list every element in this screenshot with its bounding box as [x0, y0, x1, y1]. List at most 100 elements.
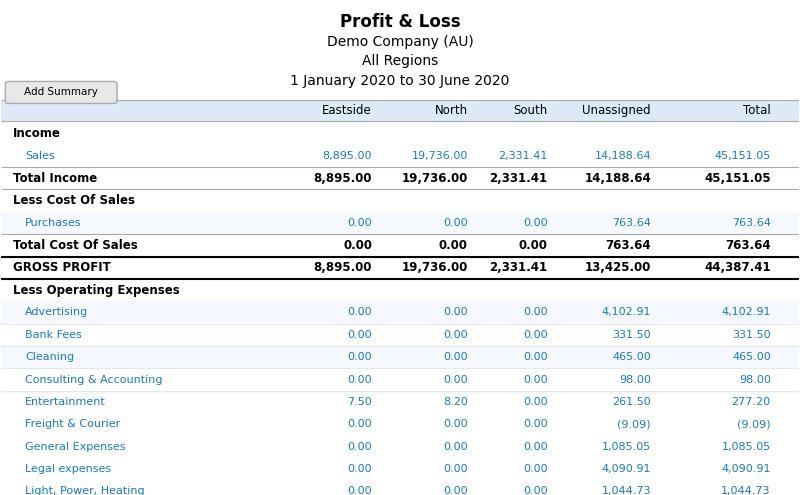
- Text: 0.00: 0.00: [523, 419, 547, 429]
- Text: Less Operating Expenses: Less Operating Expenses: [14, 284, 180, 297]
- Text: 14,188.64: 14,188.64: [584, 172, 651, 185]
- Text: North: North: [434, 104, 468, 117]
- Text: 0.00: 0.00: [523, 375, 547, 385]
- Text: Cleaning: Cleaning: [26, 352, 74, 362]
- Text: Total Cost Of Sales: Total Cost Of Sales: [14, 239, 138, 252]
- Bar: [2, 324, 798, 346]
- Text: 4,102.91: 4,102.91: [602, 307, 651, 317]
- Text: 1,085.05: 1,085.05: [602, 442, 651, 451]
- Text: 45,151.05: 45,151.05: [714, 151, 770, 161]
- Text: 0.00: 0.00: [347, 375, 372, 385]
- Text: 45,151.05: 45,151.05: [704, 172, 770, 185]
- Bar: [2, 458, 798, 480]
- Text: 0.00: 0.00: [443, 442, 468, 451]
- Text: 19,736.00: 19,736.00: [402, 261, 468, 274]
- Text: 0.00: 0.00: [443, 352, 468, 362]
- Text: 0.00: 0.00: [523, 487, 547, 495]
- Text: 261.50: 261.50: [612, 397, 651, 407]
- Text: 0.00: 0.00: [443, 487, 468, 495]
- Text: 13,425.00: 13,425.00: [585, 261, 651, 274]
- Text: (9.09): (9.09): [618, 419, 651, 429]
- Text: 0.00: 0.00: [343, 239, 372, 252]
- Text: 465.00: 465.00: [732, 352, 770, 362]
- Text: 4,090.91: 4,090.91: [722, 464, 770, 474]
- Text: 1,044.73: 1,044.73: [602, 487, 651, 495]
- Text: 0.00: 0.00: [347, 442, 372, 451]
- Text: 0.00: 0.00: [443, 307, 468, 317]
- Text: 277.20: 277.20: [731, 397, 770, 407]
- Text: (9.09): (9.09): [737, 419, 770, 429]
- Text: Entertainment: Entertainment: [26, 397, 106, 407]
- Text: 98.00: 98.00: [619, 375, 651, 385]
- Bar: [2, 301, 798, 324]
- Bar: [2, 436, 798, 458]
- Text: 0.00: 0.00: [443, 375, 468, 385]
- Bar: [2, 391, 798, 413]
- Text: 4,102.91: 4,102.91: [722, 307, 770, 317]
- Text: 763.64: 763.64: [612, 218, 651, 228]
- Text: 0.00: 0.00: [347, 352, 372, 362]
- Text: Unassigned: Unassigned: [582, 104, 651, 117]
- Text: 19,736.00: 19,736.00: [402, 172, 468, 185]
- Text: Advertising: Advertising: [26, 307, 89, 317]
- Text: Freight & Courier: Freight & Courier: [26, 419, 121, 429]
- Text: GROSS PROFIT: GROSS PROFIT: [14, 261, 111, 274]
- Text: 1 January 2020 to 30 June 2020: 1 January 2020 to 30 June 2020: [290, 74, 510, 88]
- Text: 0.00: 0.00: [523, 307, 547, 317]
- Text: 8,895.00: 8,895.00: [322, 151, 372, 161]
- Text: 1,044.73: 1,044.73: [722, 487, 770, 495]
- Text: Income: Income: [14, 127, 62, 140]
- Text: 0.00: 0.00: [347, 330, 372, 340]
- Text: 8.20: 8.20: [443, 397, 468, 407]
- Text: 0.00: 0.00: [523, 330, 547, 340]
- Text: 2,331.41: 2,331.41: [498, 151, 547, 161]
- Text: Demo Company (AU): Demo Company (AU): [326, 35, 474, 49]
- Text: 0.00: 0.00: [438, 239, 468, 252]
- Text: Purchases: Purchases: [26, 218, 82, 228]
- Bar: [2, 480, 798, 495]
- Text: All Regions: All Regions: [362, 54, 438, 68]
- Text: Consulting & Accounting: Consulting & Accounting: [26, 375, 163, 385]
- Text: Light, Power, Heating: Light, Power, Heating: [26, 487, 145, 495]
- Text: Less Cost Of Sales: Less Cost Of Sales: [14, 194, 135, 207]
- Text: 0.00: 0.00: [347, 464, 372, 474]
- Text: 0.00: 0.00: [347, 307, 372, 317]
- Bar: [2, 346, 798, 368]
- Text: 763.64: 763.64: [606, 239, 651, 252]
- Text: 7.50: 7.50: [347, 397, 372, 407]
- FancyBboxPatch shape: [6, 82, 117, 103]
- Text: Sales: Sales: [26, 151, 55, 161]
- Text: 2,331.41: 2,331.41: [490, 261, 547, 274]
- Text: 0.00: 0.00: [518, 239, 547, 252]
- Text: Total: Total: [743, 104, 770, 117]
- Text: South: South: [514, 104, 547, 117]
- Text: 0.00: 0.00: [443, 218, 468, 228]
- Bar: [2, 145, 798, 167]
- Text: 0.00: 0.00: [523, 352, 547, 362]
- Text: Legal expenses: Legal expenses: [26, 464, 111, 474]
- Text: 0.00: 0.00: [523, 464, 547, 474]
- Bar: [2, 99, 798, 121]
- Bar: [2, 413, 798, 436]
- Bar: [2, 212, 798, 234]
- Text: 19,736.00: 19,736.00: [411, 151, 468, 161]
- Text: 4,090.91: 4,090.91: [602, 464, 651, 474]
- Text: Profit & Loss: Profit & Loss: [340, 13, 460, 31]
- Text: 0.00: 0.00: [523, 397, 547, 407]
- Text: 331.50: 331.50: [613, 330, 651, 340]
- Text: 8,895.00: 8,895.00: [314, 261, 372, 274]
- Text: 331.50: 331.50: [732, 330, 770, 340]
- Text: 1,085.05: 1,085.05: [722, 442, 770, 451]
- Text: 763.64: 763.64: [732, 218, 770, 228]
- Bar: [2, 368, 798, 391]
- Text: 0.00: 0.00: [523, 218, 547, 228]
- Text: 0.00: 0.00: [523, 442, 547, 451]
- Text: Add Summary: Add Summary: [24, 88, 98, 98]
- Text: 8,895.00: 8,895.00: [314, 172, 372, 185]
- Text: Bank Fees: Bank Fees: [26, 330, 82, 340]
- Text: 465.00: 465.00: [612, 352, 651, 362]
- Text: 98.00: 98.00: [739, 375, 770, 385]
- Text: 0.00: 0.00: [443, 330, 468, 340]
- Text: Eastside: Eastside: [322, 104, 372, 117]
- Text: 0.00: 0.00: [347, 218, 372, 228]
